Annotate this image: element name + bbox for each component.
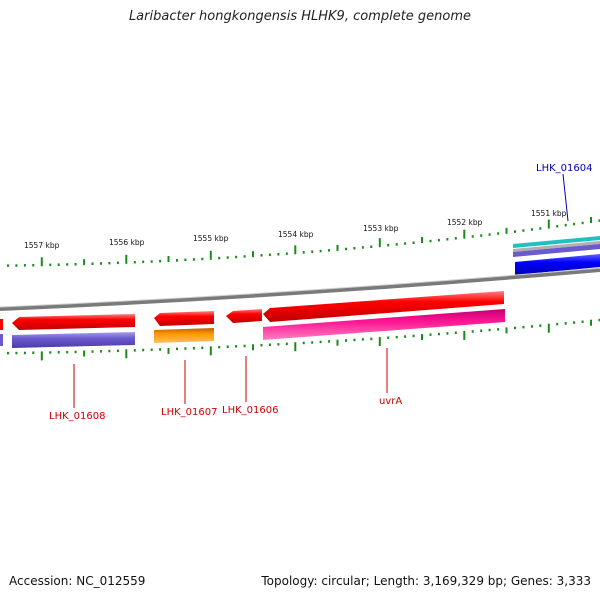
- gene-label-uvrA: uvrA: [379, 396, 402, 407]
- ruler-label-1556: 1556 kbp: [109, 238, 145, 247]
- topology-text: Topology: circular; Length: 3,169,329 bp…: [261, 574, 591, 588]
- gene-labels: LHK_01608 LHK_01607 LHK_01606 uvrA LHK_0…: [49, 163, 592, 422]
- gene-label-LHK_01607: LHK_01607: [161, 407, 217, 418]
- ruler-label-1551: 1551 kbp: [531, 209, 567, 218]
- cds-arrow-LHK_01608: [12, 314, 135, 330]
- cds-features: [0, 291, 504, 330]
- orange-track-LHK_01607: [154, 328, 214, 343]
- gray-track: [513, 241, 600, 252]
- upper-right-tracks: [513, 236, 600, 275]
- ruler-label-1554: 1554 kbp: [278, 230, 314, 239]
- ruler-labels: 1557 kbp 1556 kbp 1555 kbp 1554 kbp 1553…: [24, 209, 567, 250]
- gene-label-LHK_01604: LHK_01604: [536, 163, 592, 174]
- cds-arrow-edge: [0, 319, 3, 330]
- gene-label-LHK_01606: LHK_01606: [222, 405, 278, 416]
- cyan-track: [513, 236, 600, 248]
- cds-arrow-LHK_01606: [226, 309, 262, 323]
- accession-text: Accession: NC_012559: [9, 574, 146, 588]
- ruler-label-1553: 1553 kbp: [363, 224, 399, 233]
- magenta-track-uvrA: [263, 309, 505, 340]
- slate-track: [513, 244, 600, 257]
- leader-LHK_01604: [562, 173, 569, 222]
- cds-arrow-LHK_01607: [154, 311, 214, 326]
- cds-arrow-uvrA: [263, 291, 504, 322]
- ruler-label-1552: 1552 kbp: [447, 218, 483, 227]
- genome-backbone-highlight: [0, 267, 600, 308]
- gene-leaders: [73, 173, 569, 408]
- ruler-label-1557: 1557 kbp: [24, 241, 60, 250]
- blue-feature: [515, 254, 600, 275]
- purple-track: [0, 334, 3, 346]
- gene-label-LHK_01608: LHK_01608: [49, 411, 105, 422]
- ruler-label-1555: 1555 kbp: [193, 234, 229, 243]
- inner-tracks: [0, 309, 505, 348]
- map-title: Laribacter hongkongensis HLHK9, complete…: [128, 9, 472, 24]
- outer-tick-marks: [7, 217, 600, 267]
- genome-backbone: [0, 268, 600, 311]
- inner-tick-marks: [7, 318, 600, 361]
- purple-track-LHK_01608: [12, 332, 135, 348]
